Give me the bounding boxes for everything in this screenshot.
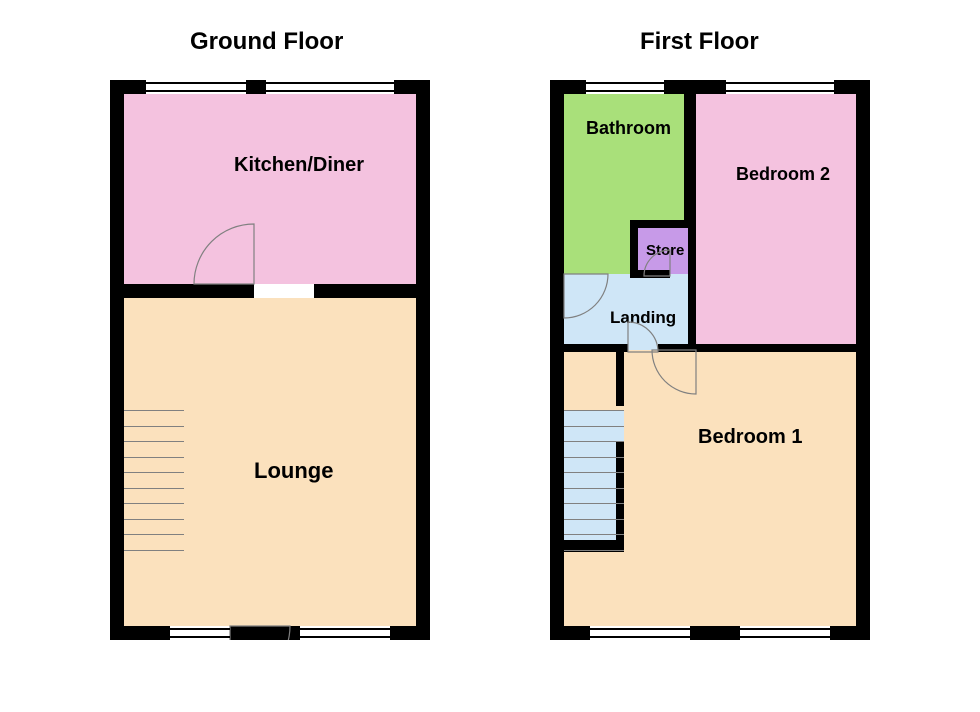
wall [630,220,696,228]
stair-step [564,488,624,489]
room-label-bedroom1: Bedroom 1 [698,426,802,449]
room-label-landing: Landing [610,308,676,328]
title-first-floor: First Floor [640,28,759,56]
stair-step [124,472,184,473]
room-label-store: Store [646,242,684,259]
stair-step [124,534,184,535]
wall [550,80,564,640]
wall [684,94,696,222]
plan-first-floor: Bathroom Bedroom 2 Store Landing Bedroom 1 [550,80,870,640]
wall [630,270,670,278]
stair-step [564,426,624,427]
wall [630,220,638,276]
wall [856,80,870,640]
wall [230,626,300,640]
stair-step [564,457,624,458]
stair-step [124,457,184,458]
stair-step [564,410,624,411]
room-label-bathroom: Bathroom [586,118,671,139]
stair-step [124,488,184,489]
stair-step [124,550,184,551]
stair-step [564,550,624,551]
wall [664,80,726,94]
wall [416,80,430,640]
stair-step [564,503,624,504]
wall [658,344,856,352]
wall [690,626,740,640]
stair-step [564,441,624,442]
wall [124,284,254,298]
stair-step [564,534,624,535]
plan-ground-floor: Kitchen/Diner Lounge [110,80,430,640]
room-bedroom2 [696,94,856,350]
floorplan-page: Ground Floor First Floor Kitchen/Diner Lo… [0,0,980,712]
wall [616,442,624,552]
room-label-kitchen: Kitchen/Diner [234,154,364,177]
wall [616,344,624,406]
room-label-bedroom2: Bedroom 2 [736,164,830,185]
stair-step [564,519,624,520]
stair-step [124,519,184,520]
stair-step [124,503,184,504]
wall [688,228,696,350]
stair-step [124,410,184,411]
room-label-lounge: Lounge [254,458,333,484]
wall [246,80,266,94]
stair-step [564,472,624,473]
wall [314,284,416,298]
room-landing [564,410,624,550]
stair-step [124,441,184,442]
room-kitchen [124,94,416,284]
stair-step [124,426,184,427]
wall [110,80,124,640]
title-ground-floor: Ground Floor [190,28,343,56]
